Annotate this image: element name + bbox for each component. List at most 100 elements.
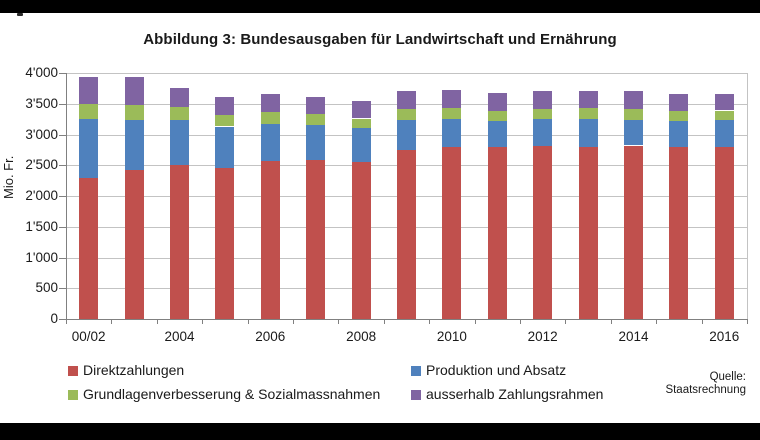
bar-segment-2005 (215, 168, 235, 319)
bar-segment-00/02 (79, 178, 99, 319)
bar-segment-2007 (306, 124, 326, 160)
x-tick (520, 319, 521, 324)
bar-segment-2015 (669, 111, 689, 121)
y-tick (59, 165, 66, 167)
bar-segment-2010 (442, 146, 462, 319)
bar-segment-2009 (397, 109, 416, 120)
legend-label: Direktzahlungen (83, 362, 185, 378)
stray-mark (17, 13, 23, 16)
bar-segment-2012 (533, 108, 553, 120)
y-tick-label: 500 (35, 280, 58, 296)
bar-segment-2011 (487, 111, 507, 121)
bar-segment-2009 (397, 149, 416, 319)
bar-segment-2007 (306, 113, 326, 125)
bar-segment-2006 (260, 111, 280, 124)
y-tick (59, 288, 66, 290)
y-tick (59, 196, 66, 197)
x-tick (610, 319, 612, 324)
x-tick-label: 2014 (618, 329, 649, 344)
bar-segment-2005 (215, 114, 235, 127)
legend-label: Grundlagenverbesserung & Sozialmassnahme… (83, 386, 381, 402)
y-tick-label: 3'500 (25, 95, 58, 111)
y-tick (59, 134, 66, 136)
bar-segment-2010 (442, 119, 462, 147)
x-tick-label: 2006 (255, 329, 286, 344)
x-tick (202, 319, 204, 324)
y-tick (59, 103, 66, 105)
bar-segment-2006 (260, 160, 280, 319)
y-tick-label: 1'500 (25, 218, 58, 234)
bar-segment-2015 (669, 121, 689, 147)
bar-segment-2010 (442, 108, 462, 120)
source-name: Staatsrechnung (665, 383, 746, 396)
x-tick (293, 319, 294, 324)
bar-segment-00/02 (79, 77, 99, 104)
bar-segment-2007 (306, 97, 326, 114)
y-axis-line (66, 73, 67, 320)
bar-segment-2013 (578, 90, 598, 108)
y-tick (59, 257, 66, 259)
x-tick (701, 319, 703, 324)
bar-segment-2011 (487, 147, 507, 319)
bar-segment-00/02 (79, 119, 99, 179)
bar-segment-2011 (487, 121, 507, 148)
bar-segment-2004 (170, 88, 189, 107)
bar-segment-2015 (669, 93, 689, 112)
y-tick-label: 3'000 (25, 126, 58, 142)
bar-segment-2014 (624, 90, 643, 109)
bar-segment-2012 (533, 119, 553, 147)
legend-item-grundlagenverbesserung: Grundlagenverbesserung & Sozialmassnahme… (68, 386, 380, 402)
bar-segment-2004 (170, 106, 189, 121)
y-tick-label: 2'500 (25, 157, 58, 173)
bar-segment-2013 (578, 108, 598, 120)
top-black-bar (0, 0, 760, 13)
x-tick (338, 319, 340, 324)
y-tick-label: 2'000 (25, 188, 58, 203)
bar-segment-2008 (351, 100, 371, 119)
y-tick-label: 4'000 (25, 65, 58, 80)
bar-segment-2008 (351, 128, 371, 163)
bar-segment-00/02 (79, 103, 99, 120)
bar-segment-2003 (124, 105, 144, 121)
x-tick-label: 2010 (436, 329, 467, 344)
bar-segment-2016 (714, 110, 734, 121)
legend-swatch-blue (411, 366, 421, 376)
bar-segment-2004 (170, 165, 189, 320)
bar-segment-2013 (578, 119, 598, 148)
bar-segment-2015 (669, 146, 689, 319)
y-tick (59, 226, 66, 228)
bar-segment-2013 (578, 147, 598, 319)
x-tick (383, 319, 385, 324)
x-tick (656, 319, 658, 324)
x-tick (747, 319, 748, 324)
source-label: Quelle: (709, 371, 746, 383)
y-tick-label: 0 (50, 311, 58, 326)
plot-area (66, 73, 748, 320)
y-tick (59, 73, 66, 74)
x-tick (474, 319, 476, 324)
x-tick (156, 319, 158, 324)
y-tick-label: 1'000 (25, 249, 58, 265)
legend-swatch-green (68, 390, 78, 400)
bar-segment-2004 (170, 120, 189, 166)
bar-segment-2006 (260, 124, 280, 161)
bar-segment-2016 (714, 93, 734, 111)
legend-item-produktion-und-absatz: Produktion und Absatz (411, 362, 566, 378)
bar-segment-2016 (714, 146, 734, 319)
bar-segment-2016 (714, 120, 734, 147)
bar-segment-2014 (624, 145, 643, 319)
bar-segment-2014 (624, 119, 643, 146)
bottom-black-bar (0, 423, 760, 440)
legend-label: Produktion und Absatz (426, 362, 567, 378)
legend-label: ausserhalb Zahlungsrahmen (426, 386, 604, 402)
bar-segment-2008 (351, 162, 371, 319)
legend-swatch-purple (411, 390, 421, 400)
bar-segment-2007 (306, 159, 326, 319)
y-tick (59, 319, 66, 320)
x-tick-label: 2012 (527, 329, 558, 344)
x-tick (247, 319, 249, 324)
legend-item-direktzahlungen: Direktzahlungen (68, 362, 184, 378)
bar-segment-2012 (533, 146, 553, 319)
bar-segment-2006 (260, 93, 280, 112)
